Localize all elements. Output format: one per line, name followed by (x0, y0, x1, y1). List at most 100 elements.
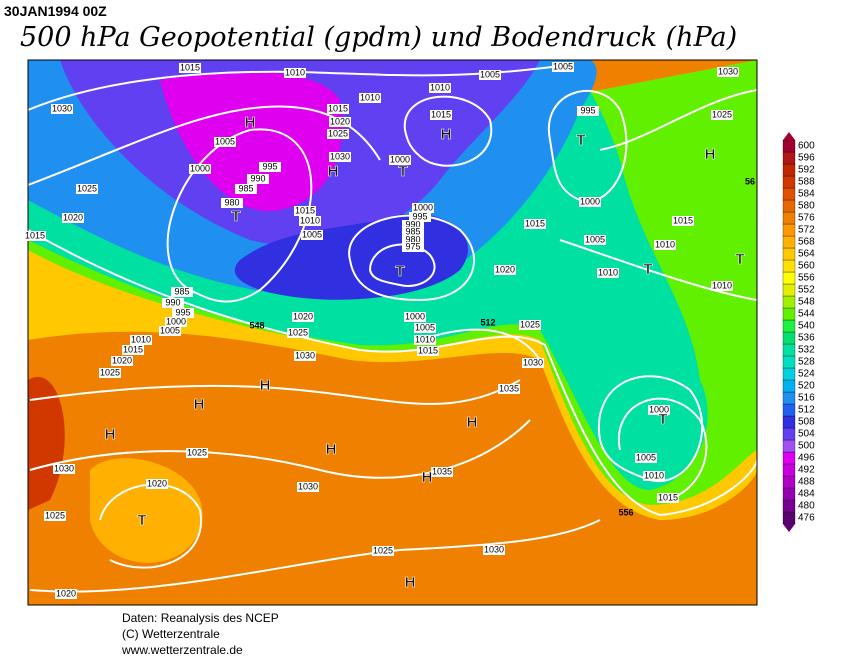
isobar-label-box (327, 104, 349, 114)
colorbar-swatch (782, 319, 796, 333)
colorbar-swatch (782, 247, 796, 261)
isobar-label-box (412, 203, 434, 213)
isobar-label: 1025 (187, 447, 207, 457)
isobar-label-box (130, 335, 152, 345)
isobar-label: 1030 (484, 544, 504, 554)
isobar-label-box (292, 312, 314, 322)
isobar-label-box (372, 546, 394, 556)
pressure-center: H (422, 469, 433, 486)
colorbar-label: 508 (798, 417, 815, 428)
isobar-label-box (76, 184, 98, 194)
colorbar-swatch (782, 439, 796, 453)
isobar-label-box (402, 235, 424, 245)
isobar-label-box (597, 268, 619, 278)
isobar-label: 1025 (373, 545, 393, 555)
colorbar-label: 520 (798, 381, 815, 392)
isobar-label-box (214, 137, 236, 147)
isobar-label-box (431, 467, 453, 477)
isobar-label: 1010 (598, 267, 618, 277)
isobar-label: 1030 (54, 463, 74, 473)
footer-line: www.wetterzentrale.de (121, 643, 243, 657)
colorbar-swatch (782, 235, 796, 249)
isobar-label-box (55, 589, 77, 599)
isobar-label-box (711, 281, 733, 291)
colorbar-swatch (782, 271, 796, 285)
isobar-label-box (577, 106, 599, 116)
isobar-label-box (327, 129, 349, 139)
isobar-label: 1000 (390, 154, 410, 164)
colorbar-label: 484 (798, 489, 815, 500)
colorbar-swatch (782, 175, 796, 189)
colorbar-label: 568 (798, 237, 815, 248)
isobar-label: 985 (238, 183, 253, 193)
isobar-label: 1025 (45, 510, 65, 520)
isobar-label: 1025 (77, 183, 97, 193)
colorbar-label: 580 (798, 201, 815, 212)
isobar-label-box (221, 198, 243, 208)
isobar-label-box (172, 308, 194, 318)
pressure-center: T (658, 411, 667, 428)
colorbar-label: 552 (798, 285, 815, 296)
isobar-label-box (235, 184, 257, 194)
colorbar-label: 544 (798, 309, 815, 320)
map-title: 500 hPa Geopotential (gpdm) und Bodendru… (20, 22, 737, 53)
isobar-label-box (299, 216, 321, 226)
isobar-label-box (402, 220, 424, 230)
isobar-label-box (189, 164, 211, 174)
isobar-label: 1010 (285, 67, 305, 77)
isobar-label: 1035 (499, 383, 519, 393)
colorbar-label: 476 (798, 513, 815, 524)
height-label: 548 (249, 320, 264, 330)
isobar-label: 1000 (190, 163, 210, 173)
pressure-center: T (735, 251, 744, 268)
isobar-label: 1015 (295, 205, 315, 215)
isobar-label: 1025 (712, 109, 732, 119)
isobar-label: 1000 (413, 202, 433, 212)
isobar-label: 990 (405, 219, 420, 229)
colorbar-label: 540 (798, 321, 815, 332)
isobar-label: 1010 (360, 92, 380, 102)
isobar-label-box (259, 162, 281, 172)
isobar-label: 1015 (431, 109, 451, 119)
colorbar-swatch (782, 295, 796, 309)
isobar-label: 1020 (330, 116, 350, 126)
isobar-label-box (122, 345, 144, 355)
footer-line: Daten: Reanalysis des NCEP (122, 611, 279, 625)
pressure-center: H (194, 396, 205, 413)
isobar-label-box (672, 216, 694, 226)
isobar-label-box (359, 93, 381, 103)
isobar-label: 995 (412, 211, 427, 221)
isobar-label: 1025 (520, 319, 540, 329)
pressure-center: H (245, 114, 256, 131)
isobar-label-box (301, 230, 323, 240)
isobar-label-box (635, 453, 657, 463)
isobar-label: 1030 (330, 151, 350, 161)
colorbar-label: 496 (798, 453, 815, 464)
colorbar-swatch (782, 187, 796, 201)
isobar-label: 995 (175, 307, 190, 317)
colorbar-label: 504 (798, 429, 815, 440)
isobar-label-box (654, 240, 676, 250)
colorbar-cap (783, 132, 795, 140)
isobar-label-box (297, 482, 319, 492)
pressure-center: H (705, 146, 716, 163)
colorbar-swatch (782, 151, 796, 165)
isobar-label-box (111, 356, 133, 366)
isobar-label-box (414, 323, 436, 333)
isobar-label: 1020 (112, 355, 132, 365)
height-label: 512 (480, 317, 495, 327)
isobar-label: 990 (250, 173, 265, 183)
isobar-label-box (552, 62, 574, 72)
isobar-label: 1030 (52, 103, 72, 113)
pressure-center: T (137, 512, 146, 529)
isobar-label-box (171, 287, 193, 297)
colorbar-label: 480 (798, 501, 815, 512)
isobar-label-box (483, 545, 505, 555)
isobar-label: 1025 (328, 128, 348, 138)
colorbar-label: 564 (798, 249, 815, 260)
colorbar-swatch (782, 211, 796, 225)
isobar-label-box (159, 326, 181, 336)
pressure-center: H (105, 426, 116, 443)
colorbar-label: 588 (798, 177, 815, 188)
